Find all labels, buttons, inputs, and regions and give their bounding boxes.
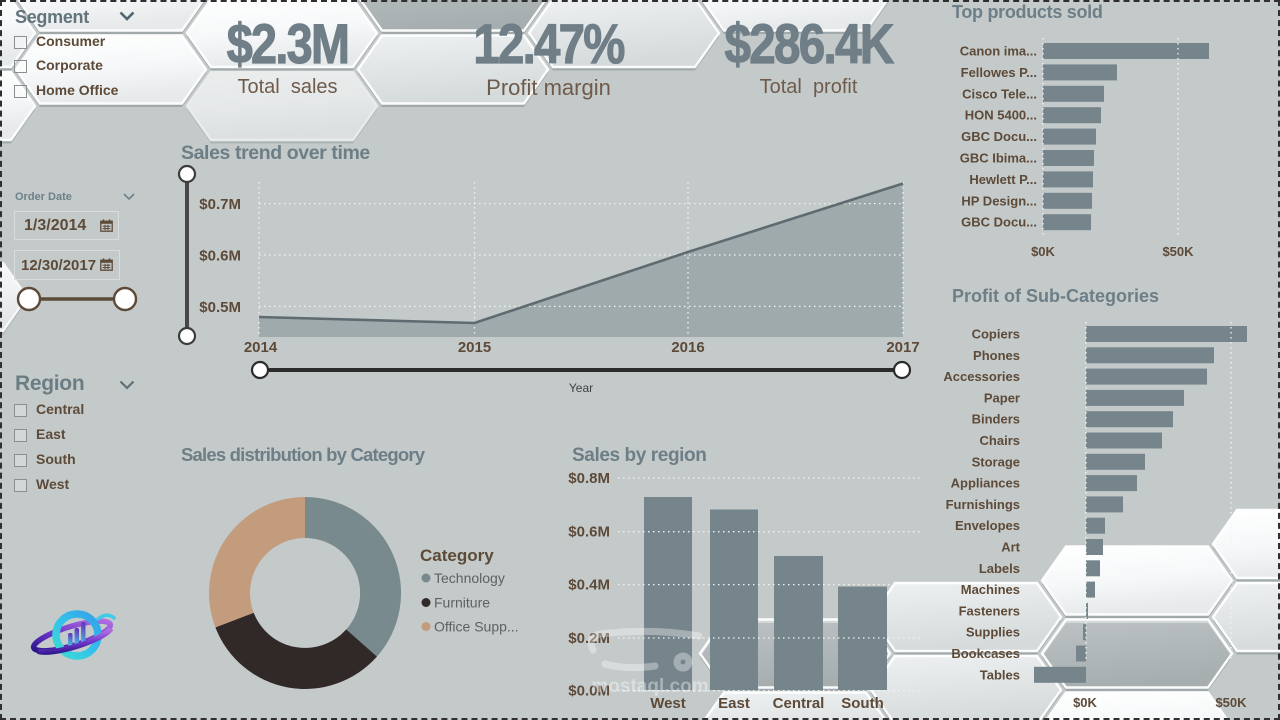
svg-text:Chairs: Chairs	[980, 433, 1020, 448]
svg-text:Bookcases: Bookcases	[951, 646, 1020, 661]
svg-text:Top products sold: Top products sold	[952, 2, 1103, 22]
svg-text:$0.2M: $0.2M	[568, 630, 610, 647]
svg-text:Furnishings: Furnishings	[946, 497, 1020, 512]
svg-text:Storage: Storage	[972, 454, 1020, 469]
svg-text:Sales by region: Sales by region	[572, 445, 706, 466]
svg-text:Phones: Phones	[973, 348, 1020, 363]
svg-text:$0.7M: $0.7M	[199, 196, 241, 213]
svg-text:Envelopes: Envelopes	[955, 518, 1020, 533]
svg-text:mostaql.com: mostaql.com	[591, 676, 708, 697]
svg-text:Technology: Technology	[434, 570, 505, 586]
svg-text:GBC Ibima...: GBC Ibima...	[960, 151, 1037, 166]
svg-text:2017: 2017	[886, 339, 919, 356]
svg-text:HP Design...: HP Design...	[961, 193, 1037, 208]
svg-text:Labels: Labels	[979, 561, 1020, 576]
svg-text:Sales distribution by Category: Sales distribution by Category	[181, 444, 426, 465]
svg-text:Cisco Tele...: Cisco Tele...	[962, 86, 1037, 101]
svg-text:Copiers: Copiers	[972, 327, 1020, 342]
svg-text:$0K: $0K	[1031, 244, 1055, 259]
svg-text:2016: 2016	[671, 339, 704, 356]
svg-text:GBC Docu...: GBC Docu...	[961, 215, 1037, 230]
svg-text:$0.8M: $0.8M	[568, 470, 610, 487]
svg-text:Profit of Sub-Categories: Profit of Sub-Categories	[952, 286, 1159, 306]
svg-text:$0.6M: $0.6M	[199, 247, 241, 264]
svg-text:South: South	[841, 695, 884, 712]
svg-text:2015: 2015	[458, 339, 491, 356]
svg-text:Paper: Paper	[984, 390, 1020, 405]
svg-text:$0.0M: $0.0M	[568, 683, 610, 700]
svg-text:$50K: $50K	[1162, 244, 1194, 259]
svg-text:Fellowes P...: Fellowes P...	[961, 65, 1037, 80]
svg-text:Year: Year	[569, 381, 593, 395]
svg-text:West: West	[650, 695, 686, 712]
svg-text:Binders: Binders	[972, 412, 1020, 427]
svg-text:$0.5M: $0.5M	[199, 299, 241, 316]
svg-text:Machines: Machines	[961, 582, 1020, 597]
svg-text:$0K: $0K	[1073, 695, 1097, 710]
svg-text:Category: Category	[420, 546, 494, 565]
svg-text:Appliances: Appliances	[951, 476, 1020, 491]
svg-text:GBC Docu...: GBC Docu...	[961, 129, 1037, 144]
svg-text:Central: Central	[773, 695, 825, 712]
svg-text:Supplies: Supplies	[966, 625, 1020, 640]
svg-text:Furniture: Furniture	[434, 595, 490, 611]
svg-text:Fasteners: Fasteners	[959, 603, 1020, 618]
svg-text:Hewlett P...: Hewlett P...	[969, 172, 1037, 187]
svg-text:Art: Art	[1001, 540, 1020, 555]
svg-text:Sales trend over time: Sales trend over time	[181, 142, 370, 164]
svg-text:Accessories: Accessories	[943, 369, 1020, 384]
svg-text:Tables: Tables	[980, 667, 1020, 682]
svg-text:2014: 2014	[244, 339, 278, 356]
svg-text:$50K: $50K	[1215, 695, 1247, 710]
svg-text:East: East	[718, 695, 750, 712]
svg-text:$0.6M: $0.6M	[568, 524, 610, 541]
svg-text:HON 5400...: HON 5400...	[965, 108, 1037, 123]
svg-text:$0.4M: $0.4M	[568, 577, 610, 594]
svg-text:Canon ima...: Canon ima...	[960, 44, 1037, 59]
svg-text:Office Supp...: Office Supp...	[434, 619, 519, 635]
